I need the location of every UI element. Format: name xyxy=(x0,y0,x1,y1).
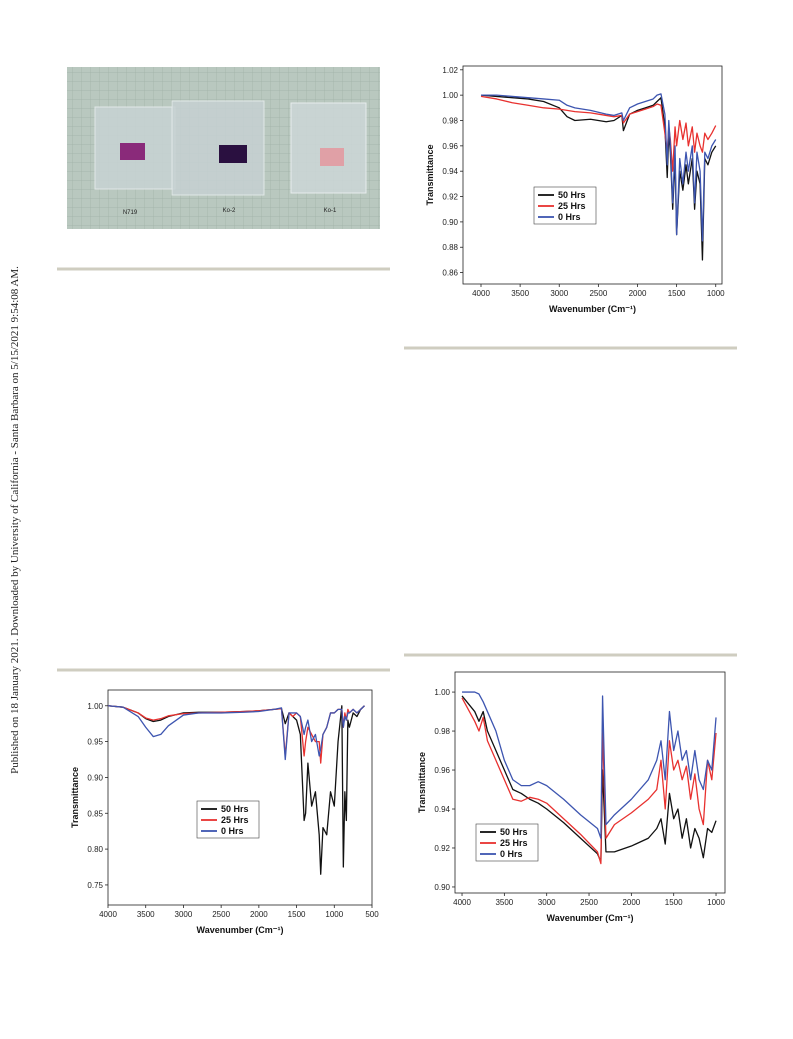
legend-label: 25 Hrs xyxy=(221,815,249,825)
y-tick-label: 0.85 xyxy=(87,809,103,818)
x-tick-label: 3000 xyxy=(550,289,568,298)
legend-label: 0 Hrs xyxy=(500,849,523,859)
photo-label: Ko-2 xyxy=(223,208,236,214)
y-axis-label: Transmittance xyxy=(70,767,80,828)
y-tick-label: 1.02 xyxy=(442,66,458,75)
y-tick-label: 0.94 xyxy=(434,805,450,814)
y-tick-label: 0.86 xyxy=(442,269,458,278)
y-tick-label: 1.00 xyxy=(87,702,103,711)
x-tick-label: 1000 xyxy=(325,910,343,919)
x-tick-label: 2500 xyxy=(580,898,598,907)
legend-label: 25 Hrs xyxy=(558,201,586,211)
legend-label: 50 Hrs xyxy=(558,190,586,200)
y-axis-label: Transmittance xyxy=(425,144,435,205)
y-tick-label: 0.98 xyxy=(442,117,458,126)
series-line xyxy=(480,94,717,261)
chart: 4000 3500 3000 2500 2000 1500 1000 500 0.75 0.80 0… xyxy=(70,689,379,935)
photo-label: Ko-1 xyxy=(324,208,337,214)
y-tick-label: 0.88 xyxy=(442,243,458,252)
x-tick-label: 2000 xyxy=(622,898,640,907)
y-tick-label: 0.80 xyxy=(87,845,103,854)
photo-label: N719 xyxy=(123,210,138,216)
x-tick-label: 1000 xyxy=(707,289,725,298)
series-line xyxy=(480,95,717,172)
series-line xyxy=(481,93,717,242)
x-tick-label: 4000 xyxy=(453,898,471,907)
legend-label: 50 Hrs xyxy=(500,827,528,837)
plot-frame xyxy=(107,689,373,906)
x-tick-label: 3500 xyxy=(137,910,155,919)
x-tick-label: 1000 xyxy=(707,898,725,907)
y-tick-label: 0.95 xyxy=(87,738,103,747)
y-tick-label: 0.98 xyxy=(434,727,450,736)
chart: 4000 3500 3000 2500 2000 1500 1000 0.90 0.92 0.94… xyxy=(417,671,726,923)
y-tick-label: 0.90 xyxy=(434,883,450,892)
cell-film xyxy=(320,148,344,166)
chart: 4000 3500 3000 2500 2000 1500 1000 0.86 0.88 0.90… xyxy=(425,65,725,314)
photo: N719 Ko-2 Ko-1 xyxy=(67,67,380,229)
cell-glass xyxy=(171,100,265,196)
x-tick-label: 1500 xyxy=(668,289,686,298)
x-tick-label: 2500 xyxy=(212,910,230,919)
y-tick-label: 0.90 xyxy=(87,773,103,782)
series-line xyxy=(107,705,365,761)
legend-label: 25 Hrs xyxy=(500,838,528,848)
x-tick-label: 2000 xyxy=(629,289,647,298)
series-line xyxy=(107,705,365,875)
series-line xyxy=(462,691,717,839)
x-tick-label: 3000 xyxy=(538,898,556,907)
y-tick-label: 1.00 xyxy=(442,91,458,100)
x-tick-label: 1500 xyxy=(665,898,683,907)
legend-label: 50 Hrs xyxy=(221,804,249,814)
y-tick-label: 1.00 xyxy=(434,688,450,697)
legend-label: 0 Hrs xyxy=(558,212,581,222)
x-axis-label: Wavenumber (Cm⁻¹) xyxy=(547,913,634,923)
series-line xyxy=(107,705,365,764)
y-axis-label: Transmittance xyxy=(417,752,427,813)
sidebar-text: Published on 18 January 2021. Downloaded… xyxy=(9,266,21,774)
y-tick-label: 0.75 xyxy=(87,881,103,890)
x-tick-label: 3000 xyxy=(175,910,193,919)
y-tick-label: 0.92 xyxy=(442,193,458,202)
x-tick-label: 4000 xyxy=(99,910,117,919)
y-tick-label: 0.92 xyxy=(434,844,450,853)
series-line xyxy=(461,697,717,865)
y-tick-label: 0.90 xyxy=(442,218,458,227)
x-tick-label: 4000 xyxy=(472,289,490,298)
x-tick-label: 2500 xyxy=(589,289,607,298)
x-tick-label: 500 xyxy=(365,910,379,919)
x-tick-label: 3500 xyxy=(495,898,513,907)
x-tick-label: 3500 xyxy=(511,289,529,298)
plot-frame xyxy=(462,65,723,285)
legend-label: 0 Hrs xyxy=(221,826,244,836)
y-tick-label: 0.94 xyxy=(442,167,458,176)
cell-film xyxy=(120,143,145,160)
cell-film xyxy=(219,145,247,163)
x-tick-label: 1500 xyxy=(288,910,306,919)
plot-frame xyxy=(454,671,726,894)
y-tick-label: 0.96 xyxy=(442,142,458,151)
x-tick-label: 2000 xyxy=(250,910,268,919)
series-line xyxy=(461,695,717,863)
x-axis-label: Wavenumber (Cm⁻¹) xyxy=(549,304,636,314)
y-tick-label: 0.96 xyxy=(434,766,450,775)
x-axis-label: Wavenumber (Cm⁻¹) xyxy=(197,925,284,935)
